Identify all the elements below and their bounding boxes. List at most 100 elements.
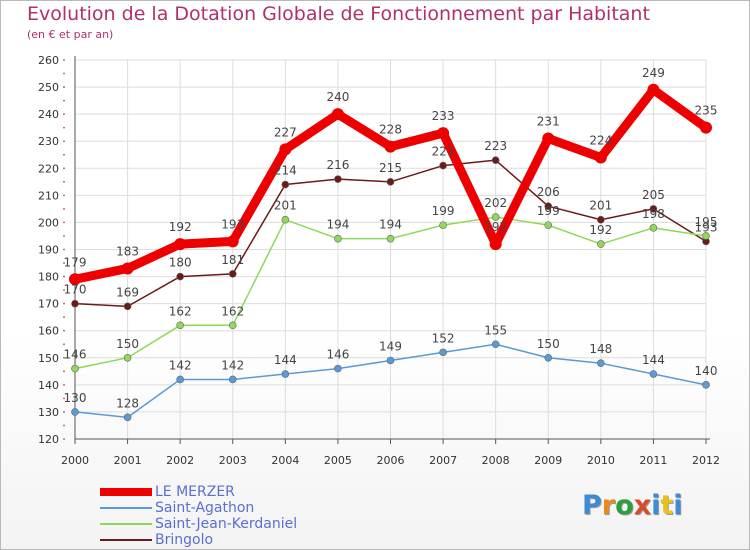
data-label-bringolo-2007: 221 (432, 145, 455, 159)
y-minor-tick (63, 316, 65, 319)
point-saint-jean-kerdaniel-2006 (386, 234, 395, 243)
data-label-saint-jean-kerdaniel-2003: 162 (221, 304, 244, 318)
legend-label-le-merzer: LE MERZER (155, 484, 235, 500)
y-tick-label-180: 180 (38, 271, 59, 284)
data-label-le-merzer-2004: 227 (274, 125, 297, 139)
point-bringolo-2005 (334, 175, 342, 183)
y-tick-label-150: 150 (38, 352, 59, 365)
data-label-saint-agathon-2009: 150 (537, 337, 560, 351)
data-label-saint-jean-kerdaniel-2012: 195 (695, 215, 718, 229)
point-saint-agathon-2011 (649, 370, 658, 378)
legend-swatch-saint-jean-kerdaniel (100, 523, 152, 525)
point-saint-agathon-2000 (71, 408, 79, 416)
data-label-bringolo-2005: 216 (326, 158, 349, 172)
point-le-merzer-2004 (279, 143, 292, 156)
x-tick-label-2008: 2008 (482, 454, 510, 467)
point-bringolo-2007 (439, 161, 447, 170)
data-label-le-merzer-2007: 233 (432, 109, 455, 123)
y-minor-tick (63, 343, 65, 346)
data-label-le-merzer-2010: 224 (589, 133, 612, 147)
data-label-le-merzer-2002: 192 (169, 220, 192, 234)
point-saint-jean-kerdaniel-2008 (491, 213, 500, 221)
data-label-saint-jean-kerdaniel-2005: 194 (326, 218, 349, 232)
proxiti-logo: Proxiti (582, 490, 683, 521)
data-label-saint-agathon-2004: 144 (274, 353, 297, 367)
y-minor-tick (63, 167, 65, 170)
y-minor-tick (63, 180, 65, 183)
point-le-merzer-2003 (226, 235, 239, 248)
y-tick-label-170: 170 (38, 298, 59, 311)
y-tick-label-210: 210 (38, 189, 59, 202)
chart-title: Evolution de la Dotation Globale de Fonc… (27, 3, 650, 25)
data-label-bringolo-2009: 206 (537, 185, 560, 199)
data-label-saint-agathon-2007: 152 (432, 331, 455, 345)
data-label-le-merzer-2000: 179 (64, 255, 87, 269)
data-label-saint-agathon-2003: 142 (221, 358, 244, 372)
y-tick-label-190: 190 (38, 244, 59, 257)
point-saint-jean-kerdaniel-2010 (597, 240, 605, 248)
y-minor-tick (63, 383, 65, 386)
data-label-saint-agathon-2008: 155 (484, 323, 507, 337)
data-label-saint-jean-kerdaniel-2002: 162 (169, 304, 192, 318)
y-minor-tick (63, 221, 65, 224)
y-tick-label-160: 160 (38, 325, 59, 338)
point-bringolo-2001 (123, 302, 132, 311)
y-minor-tick (63, 329, 65, 332)
point-le-merzer-2008 (489, 238, 502, 251)
y-minor-tick (63, 438, 65, 440)
point-saint-agathon-2005 (334, 364, 342, 373)
y-minor-tick (63, 302, 65, 305)
point-saint-agathon-2006 (386, 356, 395, 365)
point-le-merzer-2012 (700, 121, 712, 134)
logo-letter: r (601, 490, 616, 521)
y-minor-tick (63, 194, 65, 197)
data-label-le-merzer-2012: 235 (695, 104, 718, 118)
data-label-bringolo-2004: 214 (274, 164, 297, 178)
data-label-bringolo-2000: 170 (64, 283, 87, 297)
point-le-merzer-2002 (174, 238, 187, 251)
data-label-le-merzer-2001: 183 (116, 244, 139, 258)
data-label-saint-jean-kerdaniel-2007: 199 (432, 204, 455, 218)
point-saint-agathon-2001 (123, 413, 132, 422)
y-minor-tick (63, 235, 65, 237)
legend-label-saint-jean-kerdaniel: Saint-Jean-Kerdaniel (155, 516, 298, 532)
y-tick-label-200: 200 (38, 216, 59, 229)
y-minor-tick (63, 275, 65, 278)
x-tick-label-2006: 2006 (377, 454, 405, 467)
logo-letter: o (615, 490, 634, 521)
logo-letter: i (673, 490, 683, 521)
y-minor-tick (63, 113, 65, 116)
point-saint-agathon-2004 (281, 370, 290, 378)
axes: 120 130 140 150 160 170 180 190 200 210 220 230 240 2… (38, 54, 720, 467)
x-tick-label-2009: 2009 (534, 454, 562, 467)
point-saint-jean-kerdaniel-2012 (702, 232, 710, 240)
y-minor-tick (63, 59, 65, 61)
x-tick-label-2011: 2011 (639, 454, 667, 467)
point-bringolo-2003 (228, 270, 237, 278)
point-bringolo-2008 (491, 156, 500, 164)
y-tick-label-120: 120 (38, 433, 59, 446)
point-bringolo-2004 (281, 180, 290, 189)
y-minor-tick (63, 397, 65, 400)
point-saint-agathon-2008 (491, 340, 500, 349)
data-label-saint-jean-kerdaniel-2000: 146 (64, 348, 87, 362)
y-tick-label-140: 140 (38, 379, 59, 392)
x-tick-label-2004: 2004 (271, 454, 299, 467)
data-label-bringolo-2006: 215 (379, 161, 402, 175)
point-le-merzer-2007 (437, 127, 450, 140)
series-group (69, 83, 712, 422)
logo-letter: i (651, 490, 661, 521)
x-tick-label-2001: 2001 (114, 454, 142, 467)
y-minor-tick (63, 289, 65, 292)
y-minor-tick (63, 411, 65, 413)
legend-swatch-le-merzer (100, 488, 152, 496)
point-saint-jean-kerdaniel-2000 (71, 364, 79, 373)
x-tick-label-2003: 2003 (219, 454, 247, 467)
point-saint-agathon-2002 (176, 375, 184, 384)
data-label-saint-agathon-2010: 148 (589, 342, 612, 356)
data-label-saint-agathon-2001: 128 (116, 396, 139, 410)
data-label-le-merzer-2009: 231 (537, 115, 560, 129)
y-tick-label-260: 260 (38, 54, 59, 67)
